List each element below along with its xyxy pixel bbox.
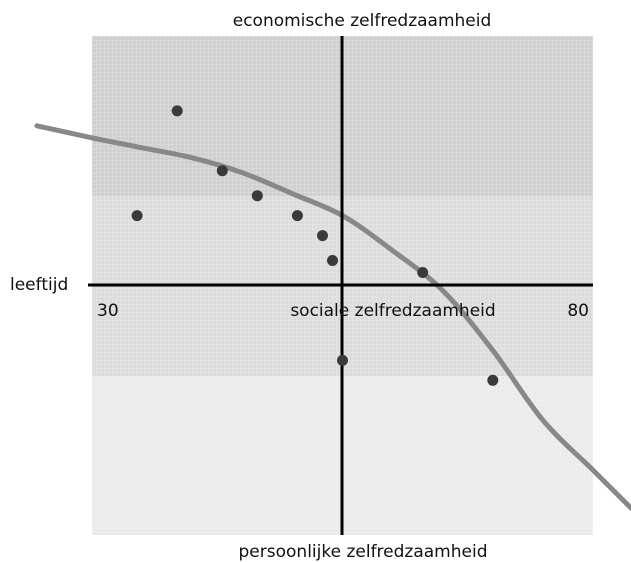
data-point-9: [417, 267, 429, 278]
data-point-1: [131, 210, 143, 222]
data-points: [131, 105, 499, 386]
data-point-4: [251, 190, 263, 202]
data-point-8: [337, 354, 348, 366]
x-tick-label-min: 30: [97, 301, 119, 321]
data-point-5: [291, 210, 303, 222]
data-point-6: [317, 230, 328, 242]
x-tick-label-max: 80: [567, 301, 589, 321]
data-point-10: [487, 374, 499, 386]
data-point-2: [171, 105, 183, 117]
data-point-3: [216, 165, 228, 177]
data-point-7: [327, 255, 338, 266]
top-axis-label: economische zelfredzaamheid: [233, 11, 492, 31]
left-axis-label: leeftijd: [10, 275, 68, 295]
trend-line: [34, 123, 631, 512]
bottom-axis-label: persoonlijke zelfredzaamheid: [239, 542, 488, 562]
center-axis-label: sociale zelfredzaamheid: [290, 301, 495, 321]
